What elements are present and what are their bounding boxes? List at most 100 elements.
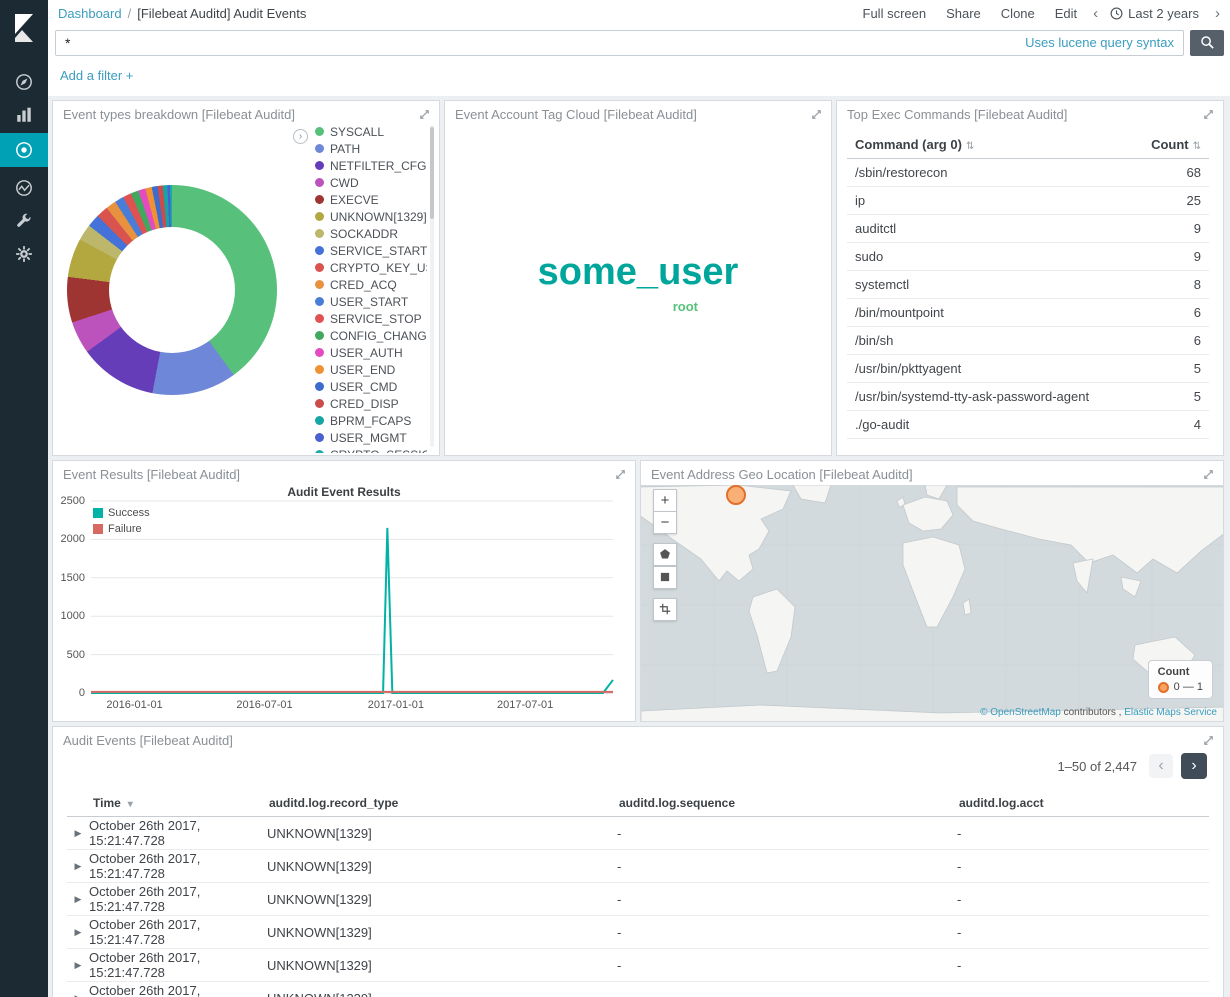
acct-cell: - <box>957 991 1209 997</box>
legend-item[interactable]: USER_CMD <box>315 378 427 395</box>
expand-panel-icon[interactable] <box>1202 468 1216 482</box>
draw-polygon-button[interactable] <box>653 543 677 566</box>
previous-page-button[interactable]: ‹ <box>1149 754 1173 778</box>
breadcrumb-separator: / <box>127 6 132 21</box>
expand-row-icon[interactable]: ▶ <box>74 893 82 904</box>
legend-scrollbar-thumb[interactable] <box>430 127 434 219</box>
sidebar-item-dev-tools[interactable] <box>0 205 48 237</box>
legend-item[interactable]: CWD <box>315 174 427 191</box>
legend-swatch-icon <box>315 246 324 255</box>
legend-swatch-icon <box>315 314 324 323</box>
column-header-command[interactable]: Command (arg 0) ⇅ <box>855 137 975 152</box>
next-page-button[interactable]: › <box>1181 753 1207 779</box>
expand-panel-icon[interactable] <box>1202 108 1216 122</box>
zoom-in-button[interactable]: + <box>653 489 677 512</box>
timepicker-button[interactable]: Last 2 years <box>1110 6 1199 21</box>
breadcrumb-dashboard-link[interactable]: Dashboard <box>58 6 122 21</box>
full-screen-button[interactable]: Full screen <box>862 6 927 21</box>
draw-rectangle-button[interactable] <box>653 566 677 589</box>
audit-events-table: Time ▾ auditd.log.record_type auditd.log.… <box>67 789 1209 997</box>
legend-swatch-icon <box>315 212 324 221</box>
donut-chart[interactable] <box>67 185 277 395</box>
expand-panel-icon[interactable] <box>810 108 824 122</box>
line-chart-plot[interactable] <box>91 500 614 694</box>
legend-item[interactable]: USER_START <box>315 293 427 310</box>
legend-item[interactable]: PATH <box>315 140 427 157</box>
legend-swatch-icon <box>315 416 324 425</box>
world-map[interactable]: + − Count 0 — 1 <box>641 485 1223 721</box>
clone-button[interactable]: Clone <box>1000 6 1035 21</box>
legend-item[interactable]: CRED_ACQ <box>315 276 427 293</box>
legend-item[interactable]: SYSCALL <box>315 123 427 140</box>
time-forward-button[interactable]: › <box>1215 5 1220 22</box>
panel-title: Event Account Tag Cloud [Filebeat Auditd… <box>455 107 697 122</box>
crop-bounds-button[interactable] <box>653 598 677 621</box>
expand-row-icon[interactable]: ▶ <box>74 926 82 937</box>
expand-panel-icon[interactable] <box>418 108 432 122</box>
legend-item[interactable]: USER_END <box>315 361 427 378</box>
legend-swatch-icon <box>315 365 324 374</box>
search-button[interactable] <box>1190 29 1224 56</box>
table-row: /bin/mountpoint 6 <box>847 299 1209 327</box>
legend-item[interactable]: SERVICE_START <box>315 242 427 259</box>
legend-item[interactable]: BPRM_FCAPS <box>315 412 427 429</box>
column-header-time[interactable]: Time ▾ <box>93 795 133 810</box>
legend-item[interactable]: USER_AUTH <box>315 344 427 361</box>
expand-row-icon[interactable]: ▶ <box>74 959 82 970</box>
legend-item[interactable]: USER_MGMT <box>315 429 427 446</box>
kibana-logo-icon <box>15 14 33 42</box>
sidebar-item-management[interactable] <box>0 238 48 270</box>
kibana-logo[interactable] <box>0 0 48 56</box>
add-filter-button[interactable]: Add a filter + <box>60 68 134 83</box>
legend-item[interactable]: EXECVE <box>315 191 427 208</box>
elastic-maps-link[interactable]: Elastic Maps Service <box>1124 707 1217 718</box>
panel-title: Audit Events [Filebeat Auditd] <box>63 733 233 748</box>
record-type-cell: UNKNOWN[1329] <box>267 825 372 841</box>
y-axis-tick: 1500 <box>60 571 85 584</box>
lucene-syntax-link[interactable]: Uses lucene query syntax <box>1025 35 1174 50</box>
legend-item-failure[interactable]: Failure <box>93 523 150 535</box>
expand-row-icon[interactable]: ▶ <box>74 860 82 871</box>
expand-panel-icon[interactable] <box>1202 734 1216 748</box>
legend-swatch-icon <box>315 280 324 289</box>
tag-word[interactable]: some_user <box>537 251 739 293</box>
sidebar-item-dashboard[interactable] <box>0 133 48 167</box>
legend-item[interactable]: CRYPTO_KEY_USER <box>315 259 427 276</box>
openstreetmap-link[interactable]: © OpenStreetMap <box>980 707 1061 718</box>
x-axis-tick: 2017-07-01 <box>497 699 554 711</box>
legend-item[interactable]: CRYPTO_SESSION <box>315 446 427 453</box>
sidebar-item-timelion[interactable] <box>0 172 48 204</box>
panel-title: Event types breakdown [Filebeat Auditd] <box>63 107 295 122</box>
legend-item[interactable]: CONFIG_CHANGE <box>315 327 427 344</box>
time-back-button[interactable]: ‹ <box>1093 5 1099 22</box>
query-input[interactable] <box>65 34 1016 51</box>
legend-toggle-button[interactable]: › <box>293 129 308 144</box>
share-button[interactable]: Share <box>946 6 981 21</box>
table-row: sudo 9 <box>847 243 1209 271</box>
acct-cell: - <box>957 891 962 907</box>
legend-swatch-icon <box>315 263 324 272</box>
record-type-cell: UNKNOWN[1329] <box>267 858 372 874</box>
expand-row-icon[interactable]: ▶ <box>67 993 89 997</box>
edit-button[interactable]: Edit <box>1054 6 1078 21</box>
legend-swatch-icon <box>315 399 324 408</box>
column-header-count[interactable]: Count ⇅ <box>1151 137 1201 152</box>
legend-range: 0 — 1 <box>1173 681 1203 693</box>
expand-row-icon[interactable]: ▶ <box>74 827 82 838</box>
legend-item-success[interactable]: Success <box>93 507 150 519</box>
legend-item[interactable]: CRED_DISP <box>315 395 427 412</box>
donut-legend: SYSCALL PATH NETFILTER_CFG CWD EXECVE UNKNOWN… <box>315 123 427 453</box>
column-header-sequence: auditd.log.sequence <box>619 795 736 810</box>
tag-word[interactable]: root <box>672 299 699 314</box>
legend-label: USER_MGMT <box>330 430 407 445</box>
expand-panel-icon[interactable] <box>614 468 628 482</box>
sidebar-item-visualize[interactable] <box>0 99 48 131</box>
geo-point-marker[interactable] <box>726 485 746 505</box>
sidebar-item-discover[interactable] <box>0 66 48 98</box>
legend-item[interactable]: NETFILTER_CFG <box>315 157 427 174</box>
legend-item[interactable]: SERVICE_STOP <box>315 310 427 327</box>
legend-item[interactable]: UNKNOWN[1329] <box>315 208 427 225</box>
legend-label: BPRM_FCAPS <box>330 413 412 428</box>
legend-item[interactable]: SOCKADDR <box>315 225 427 242</box>
zoom-out-button[interactable]: − <box>653 511 677 534</box>
